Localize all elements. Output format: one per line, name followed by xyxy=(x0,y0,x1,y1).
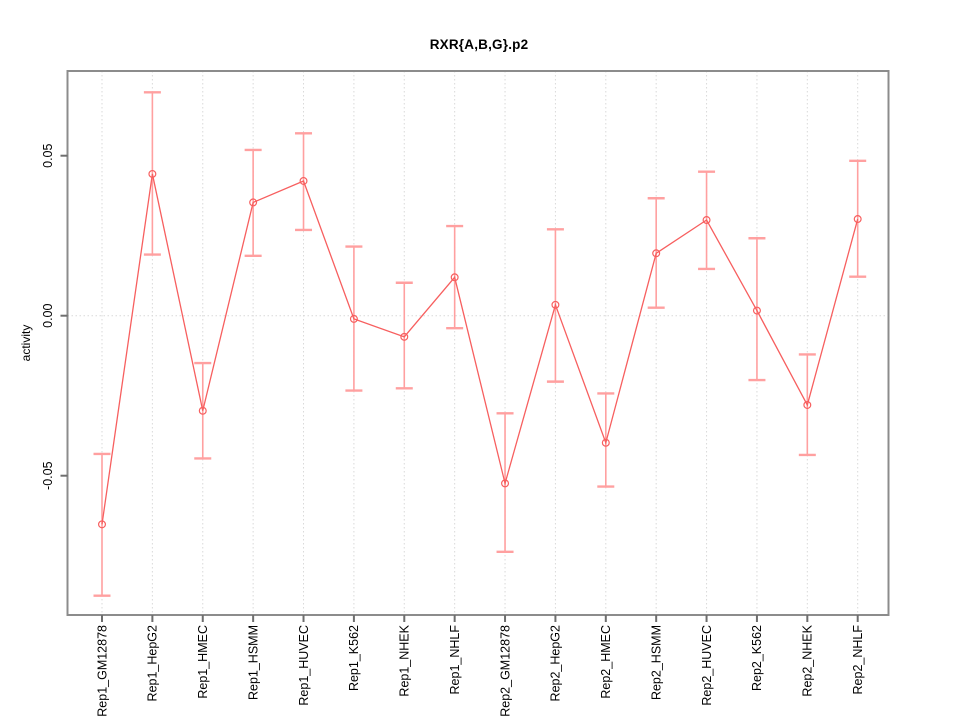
data-point xyxy=(551,300,560,309)
data-point xyxy=(198,406,207,415)
x-tick-label: Rep1_HMEC xyxy=(196,625,210,699)
x-tick-label: Rep1_NHLF xyxy=(448,625,462,695)
data-point xyxy=(400,332,409,341)
data-point xyxy=(652,249,661,258)
data-point xyxy=(97,520,106,529)
data-point xyxy=(752,306,761,315)
x-tick-label: Rep1_GM12878 xyxy=(95,625,109,717)
data-point xyxy=(501,479,510,488)
data-point xyxy=(249,198,258,207)
x-tick-label: Rep1_HSMM xyxy=(246,625,260,700)
x-tick-label: Rep2_HMEC xyxy=(599,625,613,699)
x-tick-label: Rep2_HUVEC xyxy=(700,625,714,706)
x-tick-label: Rep2_HepG2 xyxy=(549,625,563,701)
data-point xyxy=(450,273,459,282)
plot-box xyxy=(66,70,890,616)
x-tick-label: Rep1_K562 xyxy=(347,625,361,691)
y-tick-label: 0.05 xyxy=(41,143,55,167)
x-tick-label: Rep1_HepG2 xyxy=(146,625,160,701)
chart-title: RXR{A,B,G}.p2 xyxy=(429,37,529,52)
x-tick-label: Rep2_NHEK xyxy=(801,624,815,696)
x-tick-label: Rep2_GM12878 xyxy=(498,625,512,717)
data-point xyxy=(803,400,812,409)
data-point xyxy=(601,438,610,447)
x-tick-label: Rep1_NHEK xyxy=(398,624,412,696)
y-tick-label: -0.05 xyxy=(41,461,55,490)
x-tick-label: Rep2_HSMM xyxy=(649,625,663,700)
data-point xyxy=(853,215,862,224)
data-point xyxy=(349,314,358,323)
x-tick-label: Rep2_K562 xyxy=(750,625,764,691)
data-point xyxy=(299,176,308,185)
x-tick-label: Rep1_HUVEC xyxy=(297,625,311,706)
data-point xyxy=(702,216,711,225)
x-tick-label: Rep2_NHLF xyxy=(851,625,865,695)
data-point xyxy=(148,169,157,178)
series-line xyxy=(101,173,859,525)
y-tick-label: 0.00 xyxy=(41,303,55,327)
